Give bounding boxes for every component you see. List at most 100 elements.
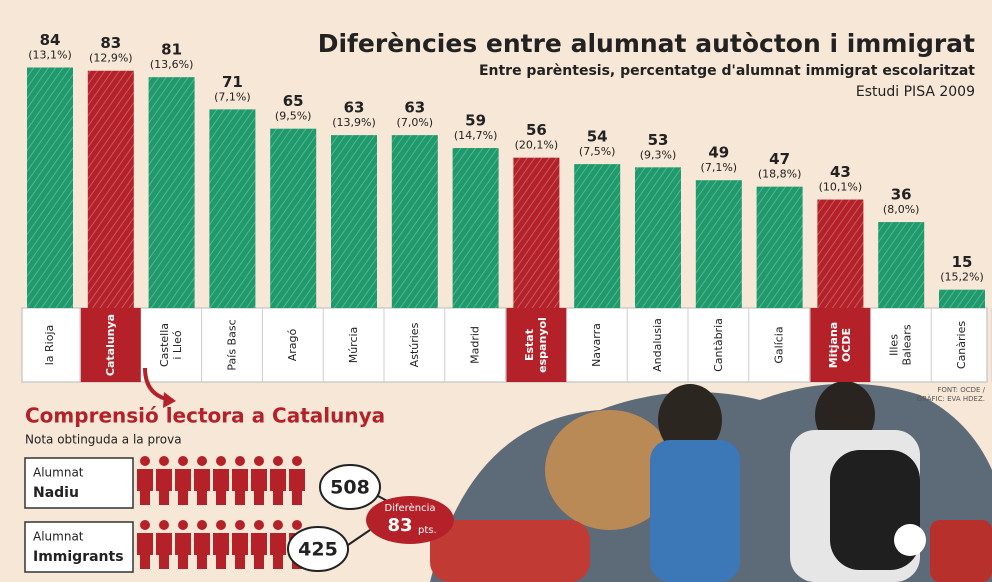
person-head	[235, 456, 245, 466]
share-label: (14,7%)	[454, 129, 498, 142]
person-head	[159, 456, 169, 466]
share-label: (13,6%)	[150, 58, 194, 71]
person-body	[213, 469, 229, 491]
inset-title: Comprensió lectora a Catalunya	[25, 404, 385, 428]
share-label: (13,9%)	[332, 116, 376, 129]
person-body	[137, 469, 153, 491]
source: GRÀFIC: EVA HDEZ.	[917, 394, 985, 403]
person-head	[140, 520, 150, 530]
bar-hatch	[817, 199, 864, 308]
person-legs	[159, 491, 169, 505]
person-body	[251, 533, 267, 555]
category-label: la Rioja	[43, 325, 56, 366]
person-body	[270, 469, 286, 491]
category-label: Castella	[158, 323, 171, 367]
person-head	[235, 520, 245, 530]
person-head	[273, 456, 283, 466]
person-legs	[273, 491, 283, 505]
bar-hatch	[513, 157, 560, 308]
bar-hatch	[878, 222, 925, 308]
diff-oval	[366, 496, 454, 544]
share-label: (20,1%)	[515, 139, 559, 152]
bar-hatch	[331, 135, 377, 308]
label-cell	[506, 308, 567, 382]
diff-unit: pts.	[418, 525, 437, 536]
share-label: (7,5%)	[579, 145, 616, 158]
category-label: i Lleó	[171, 330, 184, 360]
person-legs	[197, 555, 207, 569]
value-label: 63	[344, 99, 365, 117]
category-label: Mitjana	[827, 322, 840, 368]
bar-hatch	[148, 77, 195, 309]
value-label: 56	[526, 121, 547, 139]
value-label: 84	[40, 31, 61, 49]
category-label: Madrid	[469, 326, 482, 364]
category-label: País Basc	[225, 319, 238, 370]
person-head	[140, 456, 150, 466]
category-label: Aragó	[286, 328, 299, 361]
row-label: Immigrants	[33, 549, 124, 565]
person-legs	[140, 491, 150, 505]
category-label: Illes	[888, 334, 901, 356]
row-label: Alumnat	[33, 530, 84, 544]
person-head	[254, 520, 264, 530]
person-body	[213, 533, 229, 555]
category-label: OCDE	[840, 328, 853, 362]
person-legs	[216, 491, 226, 505]
row-box	[24, 521, 134, 573]
value-label: 65	[283, 92, 304, 110]
diff-label: Diferència	[385, 502, 436, 514]
category-label: Galícia	[773, 326, 786, 363]
bar-hatch	[270, 128, 317, 308]
person-legs	[235, 491, 245, 505]
person-legs	[216, 555, 226, 569]
share-label: (7,1%)	[214, 90, 251, 103]
person-body	[194, 533, 210, 555]
person-body	[289, 469, 305, 491]
bar-hatch	[452, 148, 499, 308]
value-label: 54	[587, 128, 608, 146]
value-label: 53	[648, 131, 669, 149]
person-legs	[273, 555, 283, 569]
person-body	[175, 469, 191, 491]
share-label: (7,0%)	[397, 116, 434, 129]
share-label: (15,2%)	[940, 271, 984, 284]
bar-hatch	[209, 109, 256, 308]
category-label: espanyol	[536, 317, 549, 373]
score-circle	[319, 464, 381, 510]
score: 425	[298, 539, 338, 561]
person-body	[194, 469, 210, 491]
person-legs	[235, 555, 245, 569]
value-label: 63	[404, 99, 425, 117]
person-head	[254, 456, 264, 466]
bar-hatch	[391, 135, 438, 308]
value-label: 15	[952, 253, 973, 271]
value-label: 71	[222, 73, 243, 91]
person-head	[197, 456, 207, 466]
photo	[430, 381, 992, 582]
person-legs	[159, 555, 169, 569]
person-legs	[178, 555, 188, 569]
person-head	[216, 520, 226, 530]
person-legs	[178, 491, 188, 505]
diff-value: 83	[387, 515, 412, 536]
share-label: (10,1%)	[819, 181, 863, 194]
category-label: Andalusia	[651, 318, 664, 372]
chart-note: Estudi PISA 2009	[856, 84, 975, 100]
value-label: 47	[769, 150, 790, 168]
person-body	[232, 533, 248, 555]
person-body	[156, 469, 172, 491]
value-label: 83	[100, 34, 121, 52]
chart-subtitle: Entre parèntesis, percentatge d'alumnat …	[479, 63, 975, 79]
person-body	[270, 533, 286, 555]
share-label: (12,9%)	[89, 52, 133, 65]
person-body	[137, 533, 153, 555]
category-label: Navarra	[590, 323, 603, 367]
person-head	[292, 520, 302, 530]
category-label: Canàries	[955, 321, 968, 369]
person-legs	[140, 555, 150, 569]
person-head	[197, 520, 207, 530]
bar-hatch	[635, 167, 681, 308]
value-label: 43	[830, 163, 851, 181]
